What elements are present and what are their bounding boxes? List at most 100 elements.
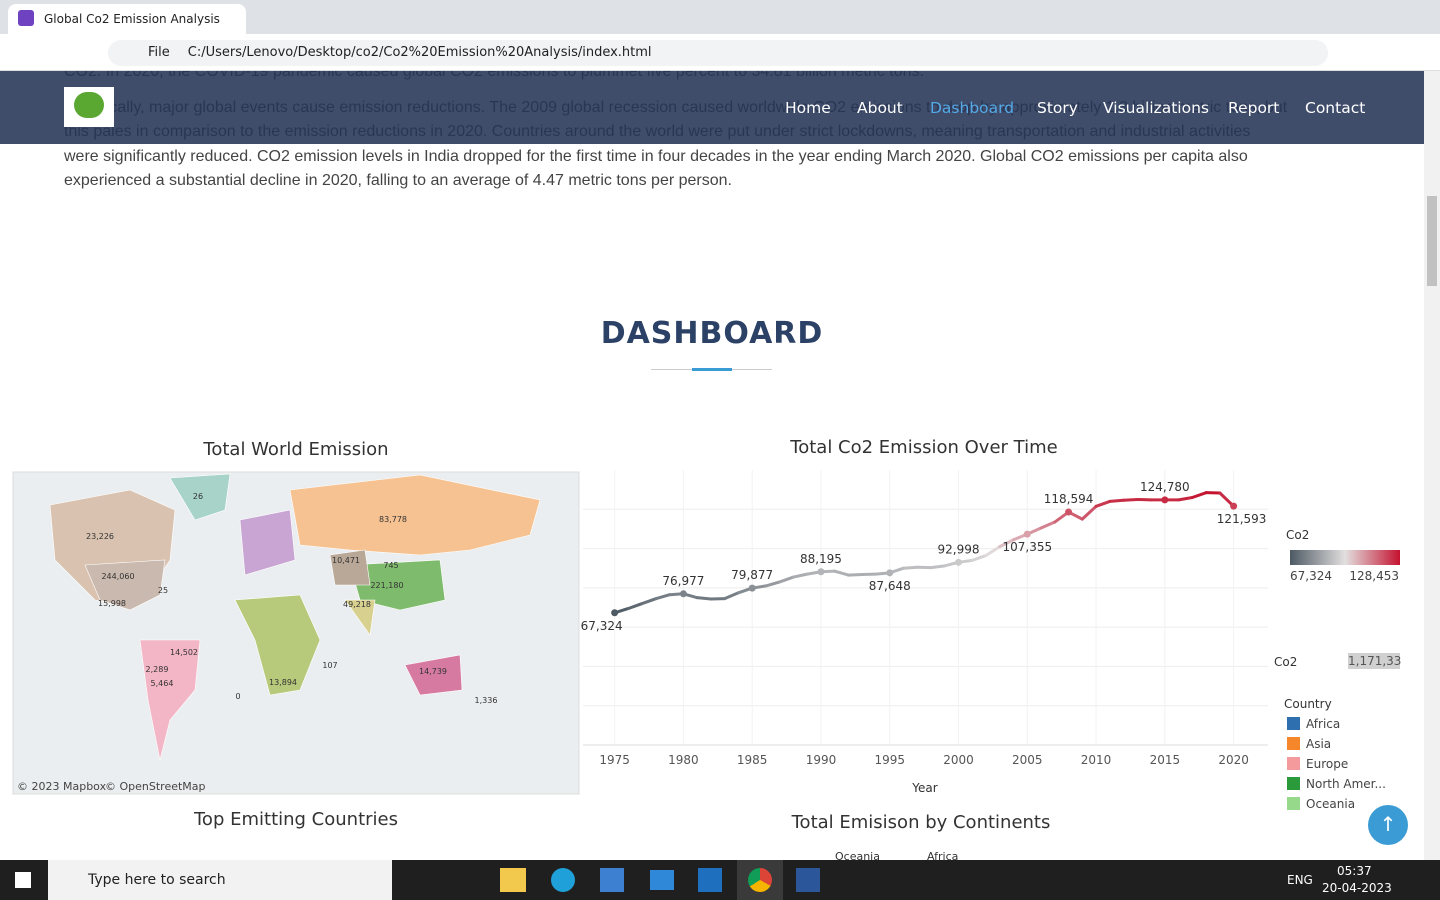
line-segment bbox=[626, 602, 644, 610]
app-icon[interactable] bbox=[500, 868, 526, 892]
map-region bbox=[349, 559, 446, 611]
map-label: 13,894 bbox=[269, 678, 297, 687]
nav-link[interactable]: Report bbox=[1228, 99, 1280, 117]
map-label: 5,464 bbox=[151, 679, 174, 688]
app-icon[interactable] bbox=[551, 868, 575, 892]
app-icon[interactable] bbox=[600, 868, 624, 892]
x-tick-label: 1990 bbox=[806, 753, 837, 767]
map-region bbox=[404, 654, 463, 696]
section-title: DASHBOARD bbox=[600, 316, 824, 351]
legend-swatch bbox=[1287, 797, 1300, 810]
app-icon[interactable] bbox=[796, 868, 820, 892]
divider-accent bbox=[692, 368, 732, 371]
nav-link[interactable]: About bbox=[857, 99, 903, 117]
map-label: 83,778 bbox=[379, 515, 407, 524]
map-label: 0 bbox=[235, 692, 240, 701]
line-segment bbox=[929, 564, 947, 570]
line-segment bbox=[970, 553, 988, 562]
line-segment bbox=[695, 596, 713, 601]
legend-item: Africa bbox=[1306, 717, 1340, 731]
total-value: 1,171,33 bbox=[1348, 654, 1401, 668]
dashboard-graphics: 26 23,226 244,060 83,778 221,180 10,471 745 49,… bbox=[12, 470, 1401, 811]
x-tick-label: 1980 bbox=[668, 753, 699, 767]
favicon bbox=[18, 10, 34, 26]
app-icon[interactable] bbox=[650, 870, 674, 890]
line-segment bbox=[1039, 520, 1057, 530]
x-axis-label: Year bbox=[911, 781, 937, 795]
data-point bbox=[1065, 508, 1073, 516]
legend-title: Co2 bbox=[1286, 528, 1309, 542]
line-segment bbox=[1094, 499, 1112, 508]
browser-tab[interactable]: Global Co2 Emission Analysis bbox=[8, 4, 246, 34]
legend-item: North Amer... bbox=[1306, 777, 1386, 791]
legend-swatch bbox=[1287, 737, 1300, 750]
start-button[interactable] bbox=[15, 872, 31, 888]
map-region bbox=[239, 509, 296, 576]
line-segment bbox=[654, 593, 672, 601]
nav-link[interactable]: Dashboard bbox=[930, 99, 1015, 117]
scroll-thumb[interactable] bbox=[1427, 196, 1437, 286]
panel-title: Total Co2 Emission Over Time bbox=[790, 437, 1058, 458]
map-label: 49,218 bbox=[343, 600, 371, 609]
search-text: Type here to search bbox=[88, 872, 226, 888]
nav-link[interactable]: Visualizations bbox=[1103, 99, 1209, 117]
logo[interactable] bbox=[64, 87, 114, 127]
legend-title: Country bbox=[1284, 697, 1332, 711]
data-label: 67,324 bbox=[581, 619, 623, 633]
line-segment bbox=[998, 538, 1016, 549]
legend-swatch bbox=[1287, 757, 1300, 770]
language[interactable]: ENG bbox=[1287, 873, 1313, 887]
navbar bbox=[0, 71, 1424, 144]
line-segment bbox=[640, 597, 658, 606]
total-label: Co2 bbox=[1274, 655, 1297, 669]
line-segment bbox=[1108, 498, 1126, 503]
color-ramp bbox=[1290, 550, 1400, 565]
legend-max: 128,453 bbox=[1349, 569, 1399, 583]
legend-swatch bbox=[1287, 777, 1300, 790]
map-region bbox=[84, 559, 166, 611]
clock-date[interactable]: 20-04-2023 bbox=[1322, 881, 1392, 895]
line-segment bbox=[778, 575, 795, 584]
x-tick-label: 2015 bbox=[1150, 753, 1181, 767]
nav-link[interactable]: Contact bbox=[1305, 99, 1366, 117]
back-to-top[interactable]: ↑ bbox=[1368, 805, 1408, 845]
x-tick-label: 1985 bbox=[737, 753, 768, 767]
app-icon[interactable] bbox=[698, 868, 722, 892]
map-region bbox=[289, 474, 541, 556]
line-segment bbox=[833, 569, 850, 577]
scrollbar[interactable] bbox=[1424, 71, 1440, 860]
data-point bbox=[1161, 496, 1169, 504]
map-region bbox=[139, 639, 201, 761]
map-label: 2,289 bbox=[146, 665, 169, 674]
x-tick-label: 1995 bbox=[874, 753, 905, 767]
legend-swatch bbox=[1287, 717, 1300, 730]
map-region bbox=[344, 599, 376, 636]
url-field[interactable]: File C:/Users/Lenovo/Desktop/co2/Co2%20Em… bbox=[108, 40, 1328, 66]
nav-link[interactable]: Home bbox=[785, 99, 831, 117]
map-label: 10,471 bbox=[332, 556, 360, 565]
file-label: File bbox=[148, 45, 170, 60]
intro-line: experienced a substantial decline in 202… bbox=[64, 172, 732, 189]
data-point bbox=[1230, 502, 1238, 510]
legend-item: Oceania bbox=[1306, 797, 1355, 811]
map-label: 26 bbox=[193, 492, 203, 501]
legend-item: Europe bbox=[1306, 757, 1348, 771]
line-segment bbox=[1177, 496, 1194, 502]
nav-link[interactable]: Story bbox=[1037, 99, 1078, 117]
clock-time[interactable]: 05:37 bbox=[1337, 864, 1372, 878]
data-label: 107,355 bbox=[1002, 540, 1052, 554]
search-box[interactable]: Type here to search bbox=[48, 860, 392, 900]
x-tick-label: 2020 bbox=[1218, 753, 1249, 767]
map-label: 745 bbox=[383, 561, 398, 570]
map-label: 1,336 bbox=[475, 696, 498, 705]
data-label: 79,877 bbox=[731, 568, 773, 582]
map-region bbox=[234, 594, 321, 696]
data-point bbox=[679, 590, 687, 598]
line-segment bbox=[764, 580, 782, 588]
taskbar: Type here to search ENG 05:37 20-04-2023 bbox=[0, 860, 1440, 900]
map-label: 14,739 bbox=[419, 667, 447, 676]
active-app[interactable] bbox=[737, 860, 783, 900]
data-point bbox=[817, 568, 825, 576]
line-segment bbox=[1190, 491, 1208, 499]
legend-min: 67,324 bbox=[1290, 569, 1332, 583]
